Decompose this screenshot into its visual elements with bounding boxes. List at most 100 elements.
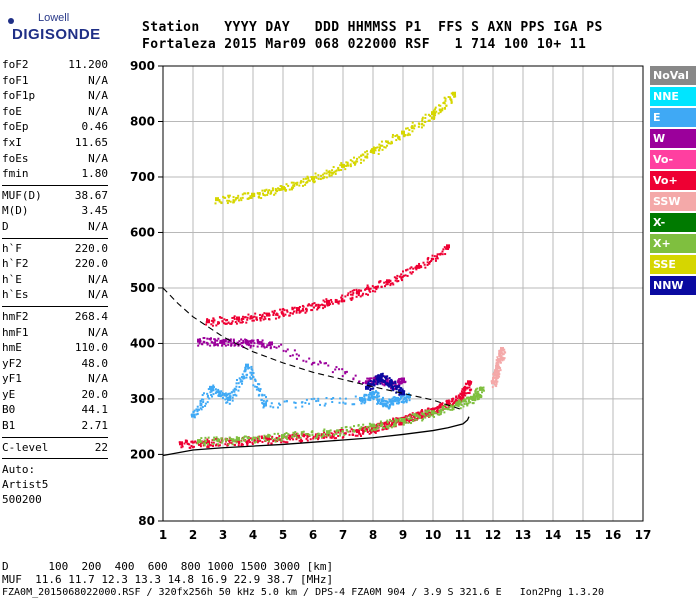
echo-speckle bbox=[349, 297, 352, 300]
echo-speckle bbox=[419, 266, 422, 269]
data-point bbox=[245, 363, 249, 368]
echo-speckle bbox=[248, 343, 251, 346]
echo-speckle bbox=[289, 435, 292, 438]
echo-speckle bbox=[414, 418, 417, 421]
echo-speckle bbox=[372, 428, 375, 431]
echo-speckle bbox=[456, 399, 459, 402]
param-value: N/A bbox=[88, 219, 108, 233]
echo-speckle bbox=[390, 378, 393, 381]
echo-speckle bbox=[340, 298, 343, 301]
echo-speckle bbox=[438, 404, 441, 407]
data-point bbox=[479, 386, 483, 391]
echo-speckle bbox=[312, 435, 315, 438]
echo-speckle bbox=[362, 292, 365, 295]
param-row: hmE 110.0 bbox=[2, 341, 108, 357]
echo-speckle bbox=[393, 387, 396, 390]
echo-speckle bbox=[273, 309, 276, 312]
echo-speckle bbox=[379, 144, 382, 147]
echo-speckle bbox=[225, 395, 228, 398]
echo-speckle bbox=[470, 388, 473, 391]
echo-speckle bbox=[224, 437, 227, 440]
echo-speckle bbox=[249, 346, 252, 349]
param-value: N/A bbox=[88, 151, 108, 165]
echo-speckle bbox=[454, 95, 457, 98]
echo-speckle bbox=[279, 403, 282, 406]
echo-speckle bbox=[413, 417, 416, 420]
echo-speckle bbox=[229, 392, 232, 395]
echo-speckle bbox=[217, 388, 220, 391]
echo-speckle bbox=[252, 339, 255, 342]
echo-speckle bbox=[461, 395, 464, 398]
x-tick-label: 11 bbox=[455, 528, 472, 542]
echo-speckle bbox=[386, 382, 389, 385]
echo-speckle bbox=[209, 337, 212, 340]
echo-speckle bbox=[401, 390, 404, 393]
echo-speckle bbox=[450, 101, 453, 104]
echo-speckle bbox=[308, 434, 311, 437]
param-value: N/A bbox=[88, 89, 108, 103]
echo-speckle bbox=[282, 307, 285, 310]
param-value: 48.0 bbox=[81, 356, 109, 370]
echo-speckle bbox=[433, 116, 436, 119]
echo-speckle bbox=[216, 343, 219, 346]
echo-speckle bbox=[221, 320, 224, 323]
echo-speckle bbox=[412, 267, 415, 270]
echo-speckle bbox=[306, 439, 309, 442]
echo-speckle bbox=[360, 426, 363, 429]
echo-speckle bbox=[276, 406, 279, 409]
echo-speckle bbox=[352, 292, 355, 295]
echo-speckle bbox=[199, 443, 202, 446]
echo-speckle bbox=[391, 282, 394, 285]
echo-speckle bbox=[447, 96, 450, 99]
echo-speckle bbox=[355, 295, 358, 298]
echo-speckle bbox=[228, 436, 231, 439]
echo-speckle bbox=[407, 132, 410, 135]
echo-speckle bbox=[380, 398, 383, 401]
echo-speckle bbox=[285, 431, 288, 434]
param-key: yE bbox=[2, 387, 16, 401]
echo-speckle bbox=[242, 377, 245, 380]
echo-speckle bbox=[344, 371, 347, 374]
echo-speckle bbox=[398, 382, 401, 385]
echo-speckle bbox=[229, 340, 232, 343]
echo-speckle bbox=[305, 307, 308, 310]
echo-speckle bbox=[405, 127, 408, 130]
echo-speckle bbox=[358, 289, 361, 292]
echo-speckle bbox=[294, 401, 297, 404]
echo-speckle bbox=[232, 338, 235, 341]
echo-speckle bbox=[210, 441, 213, 444]
echo-speckle bbox=[385, 428, 388, 431]
echo-speckle bbox=[212, 444, 215, 447]
echo-speckle bbox=[219, 341, 222, 344]
echo-speckle bbox=[429, 414, 432, 417]
echo-speckle bbox=[216, 344, 219, 347]
legend-item-x-: X+ bbox=[650, 234, 696, 253]
echo-speckle bbox=[493, 383, 496, 386]
echo-speckle bbox=[411, 412, 414, 415]
echo-speckle bbox=[439, 111, 442, 114]
echo-speckle bbox=[410, 272, 413, 275]
echo-speckle bbox=[477, 392, 480, 395]
echo-speckle bbox=[274, 440, 277, 443]
echo-speckle bbox=[202, 400, 205, 403]
echo-speckle bbox=[212, 320, 215, 323]
echo-speckle bbox=[396, 277, 399, 280]
echo-speckle bbox=[261, 344, 264, 347]
echo-speckle bbox=[449, 402, 452, 405]
echo-speckle bbox=[372, 146, 375, 149]
echo-speckle bbox=[441, 107, 444, 110]
echo-speckle bbox=[347, 430, 350, 433]
echo-speckle bbox=[394, 279, 397, 282]
echo-speckle bbox=[462, 388, 465, 391]
echo-speckle bbox=[266, 193, 269, 196]
echo-speckle bbox=[286, 348, 289, 351]
echo-speckle bbox=[302, 359, 305, 362]
echo-speckle bbox=[195, 413, 198, 416]
x-tick-label: 2 bbox=[189, 528, 197, 542]
param-value: N/A bbox=[88, 288, 108, 302]
echo-speckle bbox=[372, 396, 375, 399]
echo-speckle bbox=[359, 434, 362, 437]
echo-speckle bbox=[339, 434, 342, 437]
echo-speckle bbox=[463, 400, 466, 403]
echo-speckle bbox=[272, 313, 275, 316]
